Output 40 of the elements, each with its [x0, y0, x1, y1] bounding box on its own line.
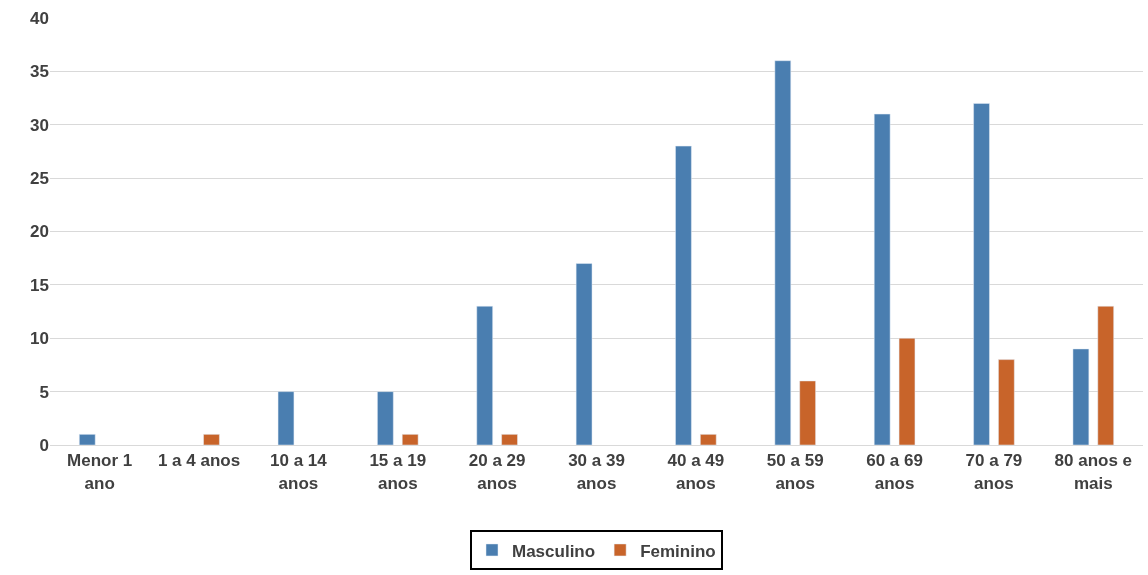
bar	[675, 145, 692, 445]
y-tick-label: 30	[30, 115, 49, 135]
legend-label: Masculino	[512, 541, 596, 561]
y-tick-label: 0	[39, 435, 49, 455]
y-tick-label: 5	[39, 382, 49, 402]
y-tick-label: 25	[30, 169, 49, 189]
bar	[873, 113, 891, 445]
bar	[203, 434, 220, 445]
x-tick-label: 1 a 4 anos	[157, 451, 241, 471]
x-tick-label: 20 a 29 anos	[468, 451, 526, 493]
y-tick-label: 20	[30, 222, 49, 242]
bar	[401, 434, 419, 445]
bar	[501, 434, 518, 445]
bar	[973, 103, 990, 445]
bar	[1097, 305, 1114, 445]
y-tick-label: 35	[30, 62, 49, 82]
x-tick-label: 30 a 39 anos	[568, 451, 625, 493]
bar	[277, 391, 295, 445]
x-tick-label: 40 a 49 anos	[667, 451, 725, 493]
bar	[1072, 348, 1090, 445]
x-tick-label: 50 a 59 anos	[766, 451, 824, 493]
bar	[476, 305, 493, 445]
y-tick-label: 40	[30, 8, 49, 28]
x-tick-label: 80 anos e mais	[1054, 451, 1133, 493]
x-tick-label: 15 a 19 anos	[369, 451, 427, 493]
bar	[898, 338, 916, 445]
bar	[998, 359, 1015, 445]
x-tick-label: 60 a 69 anos	[866, 451, 923, 493]
x-tick-label: 70 a 79 anos	[965, 451, 1023, 493]
bar	[774, 60, 792, 445]
bar	[799, 380, 816, 445]
bar	[79, 434, 96, 445]
y-tick-label: 15	[30, 275, 49, 295]
bar	[377, 391, 394, 445]
bar	[575, 263, 593, 445]
x-tick-label: Menor 1 ano	[67, 451, 133, 493]
y-tick-label: 10	[30, 329, 49, 349]
bar	[700, 434, 717, 445]
x-tick-label: 10 a 14 anos	[270, 451, 328, 493]
legend-label: Feminino	[640, 541, 716, 561]
